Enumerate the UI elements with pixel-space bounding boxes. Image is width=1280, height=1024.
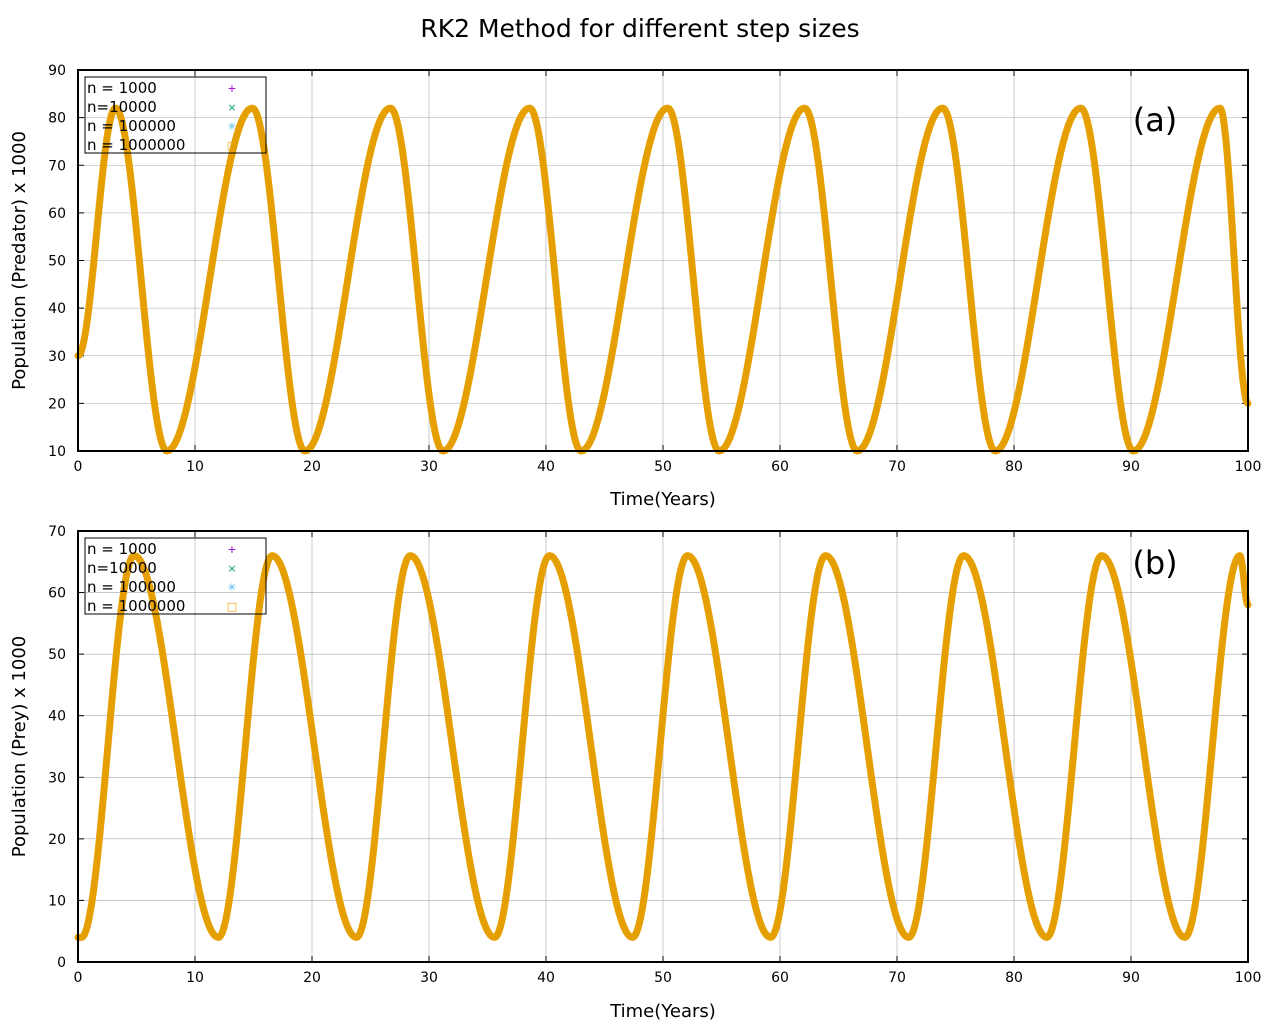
legend-entry-label: n=10000: [87, 98, 157, 116]
series-curve-n-1000000: [74, 552, 1252, 941]
x-tick-label: 20: [303, 970, 321, 986]
legend-entry-label: n = 1000000: [87, 136, 185, 154]
legend-marker-icon: +: [227, 82, 236, 95]
y-tick-label: 90: [48, 63, 66, 79]
x-tick-label: 100: [1235, 459, 1262, 475]
legend-entry-label: n = 100000: [87, 117, 176, 135]
x-axis-label: Time(Years): [609, 489, 716, 510]
legend-marker-icon: ×: [227, 562, 236, 575]
x-tick-label: 80: [1005, 459, 1023, 475]
legend-marker-icon: ✳: [227, 581, 236, 594]
y-tick-label: 30: [48, 770, 66, 786]
y-tick-label: 20: [48, 832, 66, 848]
y-tick-label: 60: [48, 206, 66, 222]
legend-marker-icon: ✳: [227, 120, 236, 133]
y-tick-label: 40: [48, 709, 66, 725]
y-tick-label: 70: [48, 524, 66, 540]
plot-frame: [77, 69, 1249, 452]
y-axis-label: Population (Predator) x 1000: [9, 131, 30, 390]
figure-title: RK2 Method for different step sizes: [420, 14, 860, 43]
y-tick-label: 40: [48, 301, 66, 317]
legend-marker-icon: ×: [227, 101, 236, 114]
legend-entry-label: n = 1000: [87, 79, 157, 97]
x-tick-label: 100: [1235, 970, 1262, 986]
y-tick-label: 30: [48, 349, 66, 365]
x-tick-label: 60: [771, 970, 789, 986]
panel-b-prey: 0 10 20 30 40 50 60 70 80 90 100 0 10 20 30 40 50 60 70 Tim…: [9, 524, 1261, 1022]
x-tick-label: 40: [537, 459, 555, 475]
x-tick-label: 20: [303, 459, 321, 475]
x-tick-label: 70: [888, 459, 906, 475]
legend-marker-icon: □: [227, 600, 237, 613]
panel-label: (b): [1132, 544, 1177, 582]
legend-marker-icon: +: [227, 543, 236, 556]
y-axis-label: Population (Prey) x 1000: [9, 636, 30, 858]
x-tick-label: 10: [186, 970, 204, 986]
y-tick-label: 60: [48, 586, 66, 602]
series-curve-n-1000000: [74, 104, 1252, 455]
y-tick-label: 20: [48, 396, 66, 412]
legend-entry-label: n = 1000: [87, 540, 157, 558]
panel-label: (a): [1133, 101, 1178, 139]
x-tick-label: 80: [1005, 970, 1023, 986]
x-axis-label: Time(Years): [609, 1001, 716, 1022]
legend-marker-icon: □: [227, 139, 237, 152]
x-tick-label: 30: [420, 970, 438, 986]
y-tick-label: 80: [48, 111, 66, 127]
y-tick-label: 50: [48, 647, 66, 663]
x-tick-label: 50: [654, 459, 672, 475]
x-tick-label: 0: [74, 970, 83, 986]
legend-box: [84, 537, 267, 615]
x-tick-label: 40: [537, 970, 555, 986]
y-tick-label: 70: [48, 158, 66, 174]
x-tick-label: 30: [420, 459, 438, 475]
legend-box: [84, 76, 267, 154]
x-tick-label: 60: [771, 459, 789, 475]
x-tick-label: 70: [888, 970, 906, 986]
y-tick-label: 10: [48, 444, 66, 460]
x-tick-label: 90: [1122, 970, 1140, 986]
plot-frame: [77, 530, 1249, 963]
panel-a-predator: 0 10 20 30 40 50 60 70 80 90 100 10 20 30 40 50 60 70 80 90…: [9, 63, 1261, 510]
x-tick-label: 90: [1122, 459, 1140, 475]
legend-entry-label: n=10000: [87, 559, 157, 577]
y-tick-label: 0: [57, 955, 66, 971]
x-tick-label: 0: [74, 459, 83, 475]
x-tick-label: 50: [654, 970, 672, 986]
legend-entry-label: n = 1000000: [87, 597, 185, 615]
x-tick-label: 10: [186, 459, 204, 475]
legend-entry-label: n = 100000: [87, 578, 176, 596]
y-tick-label: 10: [48, 893, 66, 909]
y-tick-label: 50: [48, 254, 66, 270]
